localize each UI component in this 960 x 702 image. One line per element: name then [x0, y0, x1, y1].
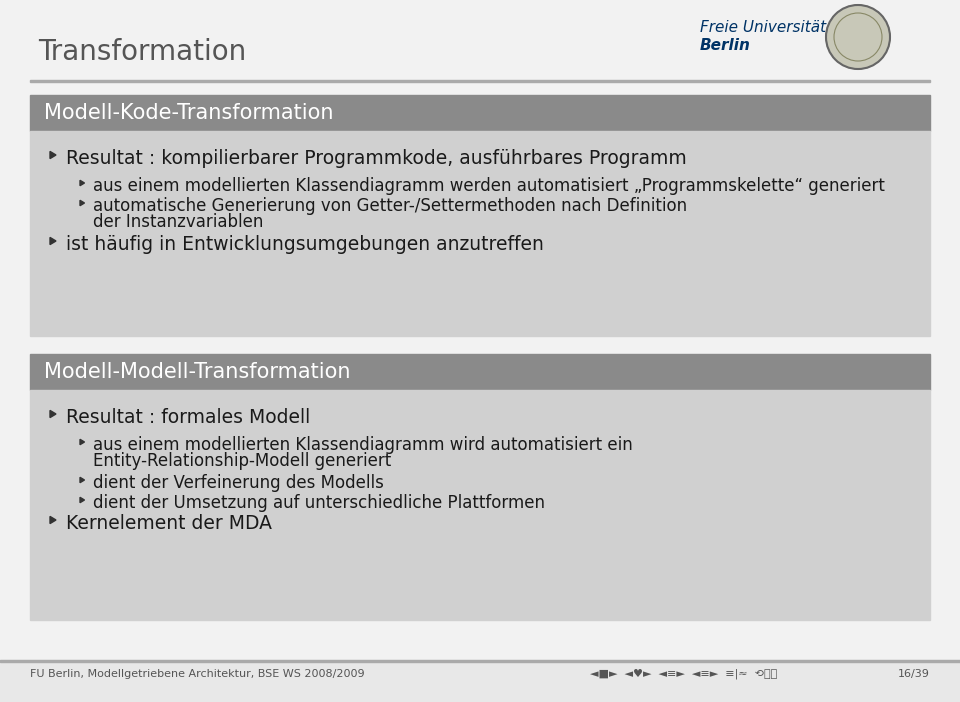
- Text: Resultat : kompilierbarer Programmkode, ausführbares Programm: Resultat : kompilierbarer Programmkode, …: [66, 149, 686, 168]
- Text: Kernelement der MDA: Kernelement der MDA: [66, 514, 272, 533]
- Polygon shape: [80, 477, 84, 483]
- Bar: [30, 354, 930, 390]
- Text: dient der Verfeinerung des Modells: dient der Verfeinerung des Modells: [93, 474, 384, 492]
- Polygon shape: [80, 200, 84, 206]
- Text: ist häufig in Entwicklungsumgebungen anzutreffen: ist häufig in Entwicklungsumgebungen anz…: [66, 235, 544, 254]
- Polygon shape: [50, 152, 56, 159]
- Bar: [30, 390, 930, 620]
- Text: Modell-Kode-Transformation: Modell-Kode-Transformation: [44, 103, 333, 123]
- Text: Entity-Relationship-Modell generiert: Entity-Relationship-Modell generiert: [93, 452, 392, 470]
- Bar: [30, 131, 930, 336]
- Text: automatische Generierung von Getter-/Settermethoden nach Definition: automatische Generierung von Getter-/Set…: [93, 197, 687, 215]
- Polygon shape: [80, 180, 84, 186]
- Text: Resultat : formales Modell: Resultat : formales Modell: [66, 408, 310, 427]
- Text: 16/39: 16/39: [899, 669, 930, 679]
- Text: ◄■►  ◄♥►  ◄≡►  ◄≡►  ≡|≈  ⟲⌕➿: ◄■► ◄♥► ◄≡► ◄≡► ≡|≈ ⟲⌕➿: [590, 669, 778, 680]
- Polygon shape: [50, 411, 56, 418]
- Text: dient der Umsetzung auf unterschiedliche Plattformen: dient der Umsetzung auf unterschiedliche…: [93, 494, 545, 512]
- Text: der Instanzvariablen: der Instanzvariablen: [93, 213, 263, 231]
- Circle shape: [826, 5, 890, 69]
- Text: Transformation: Transformation: [38, 38, 247, 66]
- Text: aus einem modellierten Klassendiagramm wird automatisiert ein: aus einem modellierten Klassendiagramm w…: [93, 436, 633, 454]
- Text: Modell-Modell-Transformation: Modell-Modell-Transformation: [44, 362, 350, 382]
- Text: aus einem modellierten Klassendiagramm werden automatisiert „Programmskelette“ g: aus einem modellierten Klassendiagramm w…: [93, 177, 885, 195]
- Bar: [30, 80, 930, 81]
- Text: FU Berlin, Modellgetriebene Architektur, BSE WS 2008/2009: FU Berlin, Modellgetriebene Architektur,…: [30, 669, 365, 679]
- Bar: [0, 660, 960, 661]
- Polygon shape: [80, 439, 84, 444]
- Bar: [30, 95, 930, 131]
- Text: Freie Universität: Freie Universität: [700, 20, 827, 36]
- Polygon shape: [50, 517, 56, 524]
- Polygon shape: [80, 497, 84, 503]
- Text: Berlin: Berlin: [700, 39, 751, 53]
- Bar: [0, 660, 960, 702]
- Polygon shape: [50, 237, 56, 244]
